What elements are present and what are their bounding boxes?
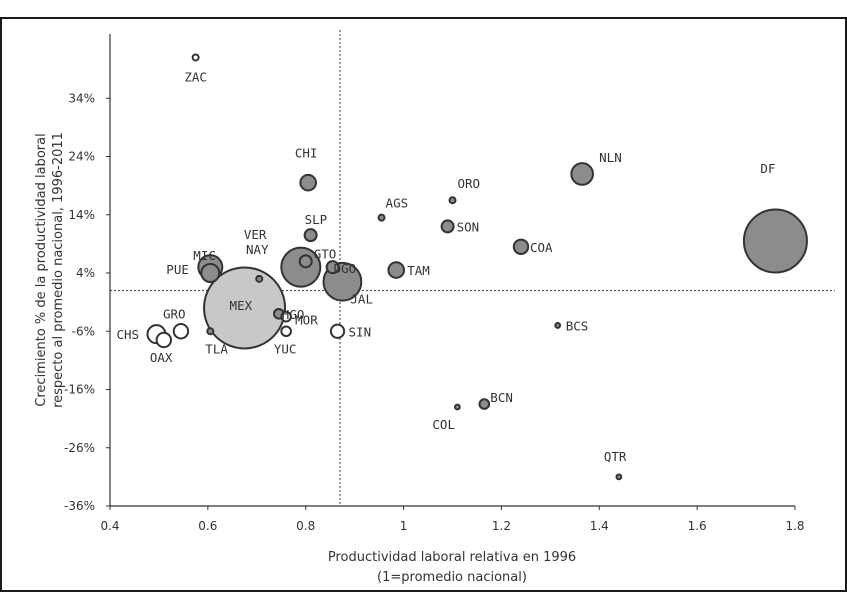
bubble-yuc [280, 325, 292, 338]
y-tick-label: -26% [64, 441, 95, 455]
point-label-sin: SIN [349, 324, 372, 339]
point-label-coa: COA [530, 240, 553, 255]
y-tick-label: 4% [76, 266, 95, 280]
bubbles [146, 53, 808, 481]
bubble-son [440, 219, 455, 234]
y-tick-label: 14% [68, 208, 95, 222]
x-tick-label: 1.6 [688, 519, 707, 533]
bubble-tam [387, 261, 406, 279]
bubble-oax [155, 331, 173, 349]
x-tick-label: 0.6 [198, 519, 217, 533]
bubble-ags [377, 213, 386, 222]
y-ticks: 34% 24% 14% 4% -6% -16% -26% -36% [64, 91, 110, 513]
x-axis-title-line2: (1=promedio nacional) [377, 570, 527, 585]
point-label-tla: TLA [205, 341, 228, 356]
point-label-zac: ZAC [184, 69, 207, 84]
point-label-tam: TAM [407, 263, 430, 278]
bubble-zac [191, 53, 200, 62]
point-label-col: COL [432, 417, 455, 432]
x-tick-label: 0.8 [296, 519, 315, 533]
point-label-chs: CHS [116, 327, 139, 342]
bubble-col [453, 403, 461, 411]
x-tick-label: 1.8 [785, 519, 804, 533]
bubble-bcn [478, 398, 491, 410]
point-label-gro: GRO [163, 306, 186, 321]
y-tick-label: -6% [72, 324, 95, 338]
x-ticks: 0.4 0.6 0.8 1 1.2 1.4 1.6 1.8 [100, 506, 805, 533]
y-tick-label: 34% [68, 91, 95, 105]
bubble-mor [280, 310, 292, 323]
point-label-nln: NLN [599, 150, 622, 165]
x-tick-label: 1.2 [492, 519, 511, 533]
bubble-sin [329, 323, 346, 339]
point-label-dgo: DGO [334, 261, 357, 276]
point-label-chi: CHI [295, 146, 318, 161]
point-label-gto: GTO [314, 246, 337, 261]
bubble-qtr [615, 473, 623, 481]
point-label-son: SON [457, 219, 480, 234]
y-tick-label: 24% [68, 150, 95, 164]
point-label-oax: OAX [150, 350, 173, 365]
point-label-nay: NAY [246, 242, 269, 257]
bubble-oro [448, 196, 457, 205]
x-tick-label: 1 [400, 519, 408, 533]
bubble-chi [299, 173, 317, 192]
point-label-pue: PUE [166, 262, 189, 277]
point-label-ags: AGS [386, 196, 409, 211]
bubble-bcs [554, 322, 562, 329]
x-axis-title-line1: Productividad laboral relativa en 1996 [328, 550, 576, 565]
point-label-oro: ORO [458, 176, 481, 191]
point-labels: ZAC CHI NLN ORO AGS SON SLP COA DF MIC PUE VER GTODG… [116, 69, 775, 463]
point-label-slp: SLP [305, 212, 328, 227]
bubble-coa [512, 238, 530, 255]
point-label-mor: MOR [295, 313, 318, 328]
y-axis-title-line1: Crecimiento % de la productividad labora… [34, 133, 49, 406]
point-label-mex: MEX [230, 298, 253, 313]
x-tick-label: 1.4 [590, 519, 609, 533]
point-label-bcs: BCS [566, 318, 589, 333]
point-label-df: DF [760, 161, 775, 176]
x-tick-label: 0.4 [100, 519, 119, 533]
bubble-gro [172, 323, 190, 340]
y-tick-label: -36% [64, 499, 95, 513]
point-label-hgo: HGO [282, 307, 305, 322]
point-label-bcn: BCN [490, 390, 513, 405]
y-tick-label: -16% [64, 383, 95, 397]
bubble-dgo [325, 260, 340, 275]
point-label-yuc: YUC [274, 341, 297, 356]
bubble-slp [303, 228, 318, 243]
point-label-qtr: QTR [604, 449, 627, 464]
bubble-mex [203, 266, 287, 350]
point-label-jal: JAL [350, 292, 373, 307]
bubble-nay [255, 274, 264, 283]
bubble-df [742, 208, 808, 274]
chart-frame [0, 17, 847, 592]
bubble-nln [570, 162, 594, 186]
axes [109, 34, 795, 507]
bubble-gto [298, 254, 313, 269]
bubble-pue [200, 263, 221, 283]
point-label-mic: MIC [193, 248, 216, 263]
point-label-ver: VER [244, 227, 267, 242]
bubble-tla [206, 327, 215, 336]
y-axis-title-line2: respecto al promedio nacional, 1996-2011 [51, 132, 66, 408]
